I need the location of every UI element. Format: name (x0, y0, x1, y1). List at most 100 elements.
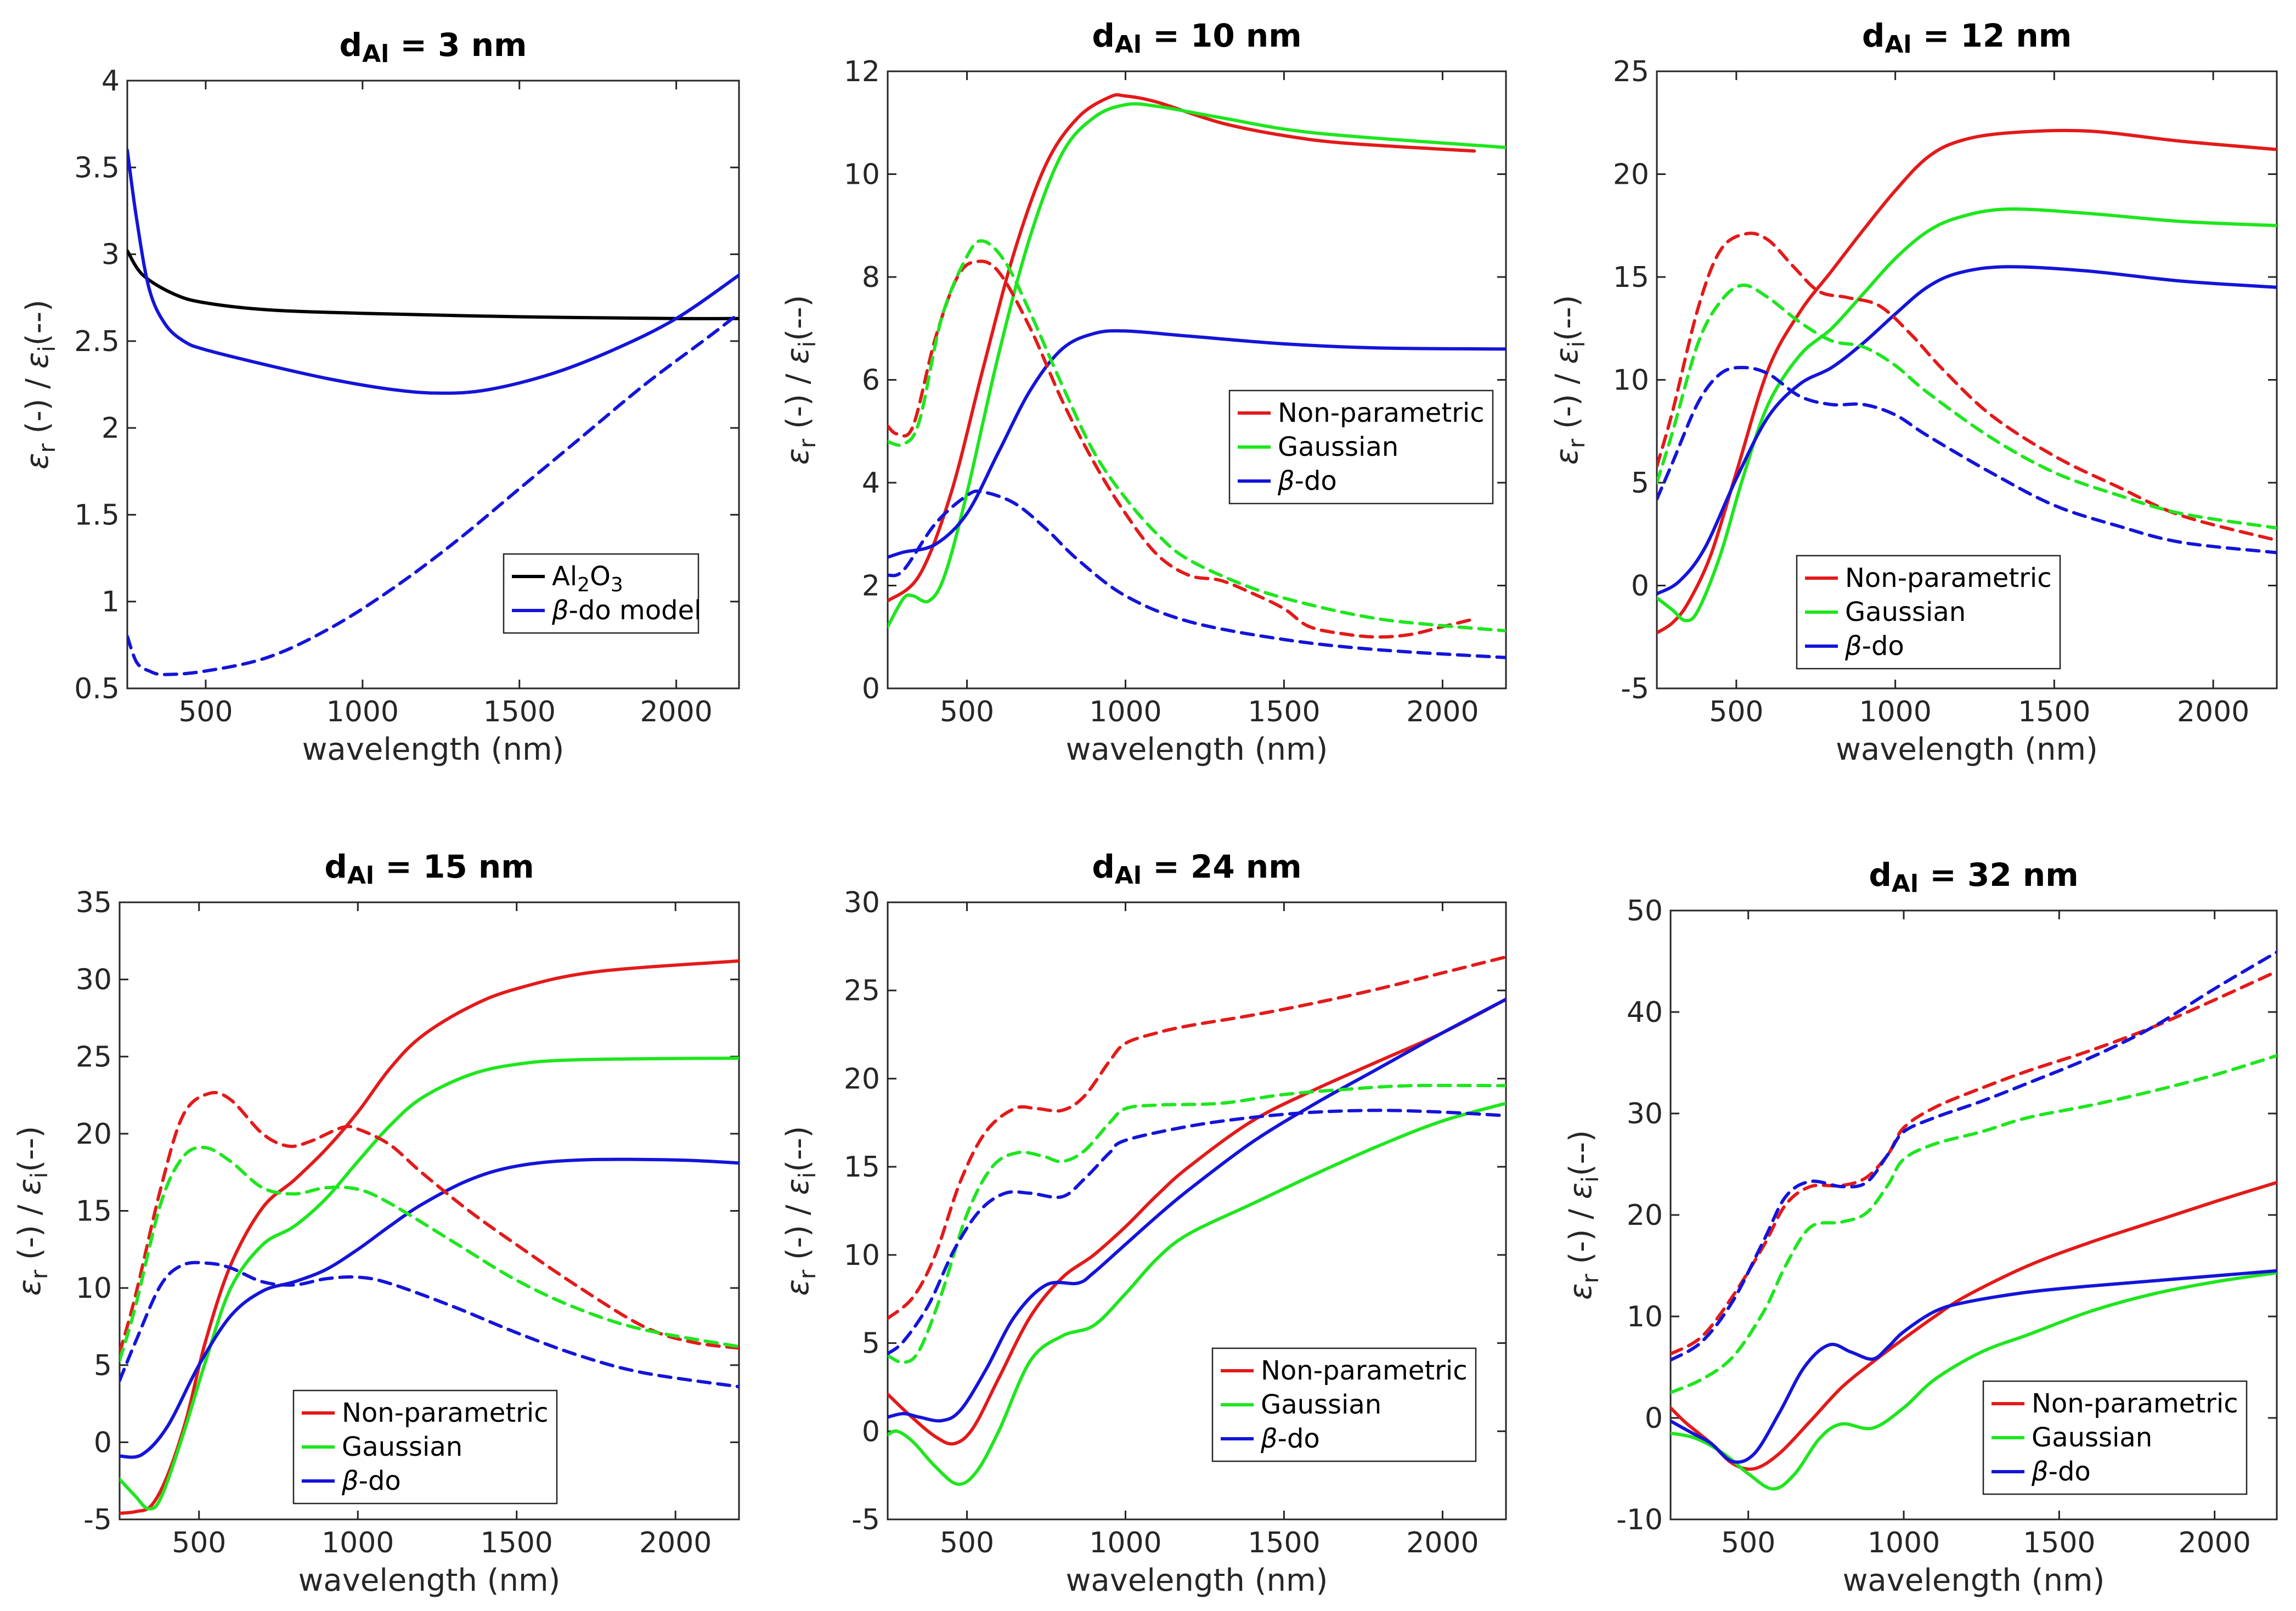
x-tick-label: 1000 (1859, 696, 1931, 728)
series-line--do-i (1671, 952, 2277, 1360)
series-line-non-parametric-i (888, 957, 1506, 1319)
y-tick-label: 6 (862, 364, 880, 397)
x-axis-label: wavelength (nm) (1066, 732, 1328, 767)
legend-label: Gaussian (2032, 1422, 2152, 1453)
legend-label: β-do (1844, 631, 1904, 662)
x-tick-label: 1000 (1868, 1527, 1940, 1559)
chart-panel-3: dAl = 12 nm500 1000 1500 2000-50510152025wa… (1549, 17, 2277, 767)
x-tick-label: 1500 (481, 1527, 553, 1559)
legend-label: Non-parametric (1845, 563, 2052, 593)
figure: dAl = 3 nm500 1000 1500 20000.511.522.533.5… (0, 0, 2296, 1611)
series-line--do-r (127, 150, 739, 393)
legend-label: β-do (1277, 466, 1337, 496)
y-tick-label: 20 (1627, 1199, 1663, 1232)
y-tick-label: 30 (844, 886, 880, 919)
legend-label: β-do (2031, 1456, 2091, 1487)
y-tick-label: 25 (76, 1041, 112, 1073)
series-line-non-parametric-i (1671, 971, 2277, 1354)
chart-title: dAl = 32 nm (1869, 856, 2078, 898)
x-tick-label: 500 (940, 696, 994, 728)
chart-panel-4: dAl = 15 nm500 1000 1500 2000-5051015202530… (12, 848, 739, 1598)
y-tick-label: 0.5 (74, 672, 120, 705)
x-tick-label: 2000 (2177, 696, 2249, 728)
y-tick-label: 0 (94, 1426, 112, 1459)
x-axis-label: wavelength (nm) (1836, 732, 2098, 767)
y-tick-label: 5 (94, 1349, 112, 1382)
y-tick-label: 5 (1631, 467, 1649, 500)
y-tick-label: 15 (844, 1151, 880, 1184)
legend-label: Non-parametric (1261, 1355, 1468, 1386)
y-tick-label: 40 (1627, 996, 1663, 1029)
x-tick-label: 2000 (1406, 1527, 1479, 1559)
series-line--do-i (888, 491, 1506, 657)
legend-label: Non-parametric (1278, 398, 1485, 428)
y-tick-label: 10 (1627, 1301, 1663, 1333)
legend-label: β-do (341, 1466, 401, 1496)
y-tick-label: 35 (76, 886, 112, 919)
x-tick-label: 2000 (639, 1527, 712, 1559)
y-tick-label: 2.5 (74, 325, 120, 358)
y-tick-label: 2 (101, 412, 120, 445)
y-tick-label: 0 (862, 672, 880, 705)
x-axis-label: wavelength (nm) (1843, 1563, 2105, 1598)
y-tick-label: -5 (1621, 672, 1649, 705)
legend-label: Gaussian (1278, 432, 1398, 462)
x-tick-label: 1500 (2018, 696, 2090, 728)
series-line--do-i (120, 1263, 739, 1387)
chart-title: dAl = 15 nm (324, 848, 534, 890)
x-tick-label: 500 (940, 1527, 994, 1559)
y-tick-label: 4 (862, 467, 880, 500)
legend-label: β-do (1260, 1423, 1320, 1454)
y-tick-label: -10 (1616, 1503, 1663, 1536)
x-tick-label: 500 (1721, 1527, 1775, 1559)
x-tick-label: 2000 (2178, 1527, 2250, 1559)
chart-panel-2: dAl = 10 nm 500 1000 1500 2000 0 2 4 6 8 10 12 wavel… (780, 17, 1506, 767)
chart-title: dAl = 12 nm (1862, 17, 2072, 59)
y-tick-label: 5 (862, 1327, 880, 1360)
chart-title: dAl = 24 nm (1092, 848, 1301, 890)
legend-label: Non-parametric (342, 1398, 549, 1428)
y-axis-label: εr (-) / εi(--) (780, 1126, 821, 1296)
chart-title: dAl = 10 nm (1092, 17, 1301, 59)
series-line-gaussian-r (888, 104, 1506, 626)
x-axis-label: wavelength (nm) (298, 1563, 561, 1598)
legend: Non-parametric Gaussian β-do (294, 1390, 557, 1503)
x-tick-label: 2000 (1406, 696, 1479, 728)
y-tick-label: 15 (76, 1195, 112, 1228)
x-tick-label: 1500 (483, 696, 556, 728)
chart-panel-1: dAl = 3 nm500 1000 1500 20000.511.522.533.5… (20, 26, 739, 767)
series-line-gaussian-i (888, 1086, 1506, 1363)
y-tick-label: 10 (1613, 364, 1649, 397)
x-tick-label: 1500 (1248, 1527, 1320, 1559)
y-tick-label: 4 (101, 65, 120, 98)
series-line-non-parametric-i (1657, 233, 2277, 540)
series-line-gaussian-i (1657, 285, 2277, 528)
y-tick-label: 1.5 (74, 499, 120, 532)
y-axis-label: εr (-) / εi(--) (1563, 1130, 1604, 1300)
y-tick-label: 20 (1613, 159, 1649, 191)
x-tick-label: 1000 (1089, 1527, 1161, 1559)
x-tick-label: 500 (1709, 696, 1763, 728)
y-axis-label: εr (-) / εi(--) (12, 1126, 53, 1296)
legend-label: Non-parametric (2032, 1388, 2238, 1419)
series-line-gaussian-i (1671, 1056, 2277, 1393)
x-tick-label: 500 (172, 1527, 226, 1559)
y-tick-label: 12 (844, 55, 880, 88)
y-tick-label: -5 (83, 1503, 112, 1536)
y-axis-label: εr (-) / εi(--) (1549, 295, 1590, 465)
y-tick-label: 3.5 (74, 151, 120, 184)
x-tick-label: 1000 (1089, 696, 1161, 728)
y-tick-label: 0 (1631, 570, 1649, 603)
x-tick-label: 2000 (640, 696, 712, 728)
y-tick-label: 2 (862, 570, 880, 603)
series-group (888, 95, 1506, 658)
legend-label: β-do model (551, 595, 702, 626)
x-tick-label: 1500 (1248, 696, 1320, 728)
legend: Non-parametric Gaussian β-do (1229, 391, 1493, 504)
legend-label: Gaussian (342, 1432, 462, 1462)
y-axis-label: εr (-) / εi(--) (20, 299, 60, 470)
chart-title: dAl = 3 nm (340, 26, 527, 68)
